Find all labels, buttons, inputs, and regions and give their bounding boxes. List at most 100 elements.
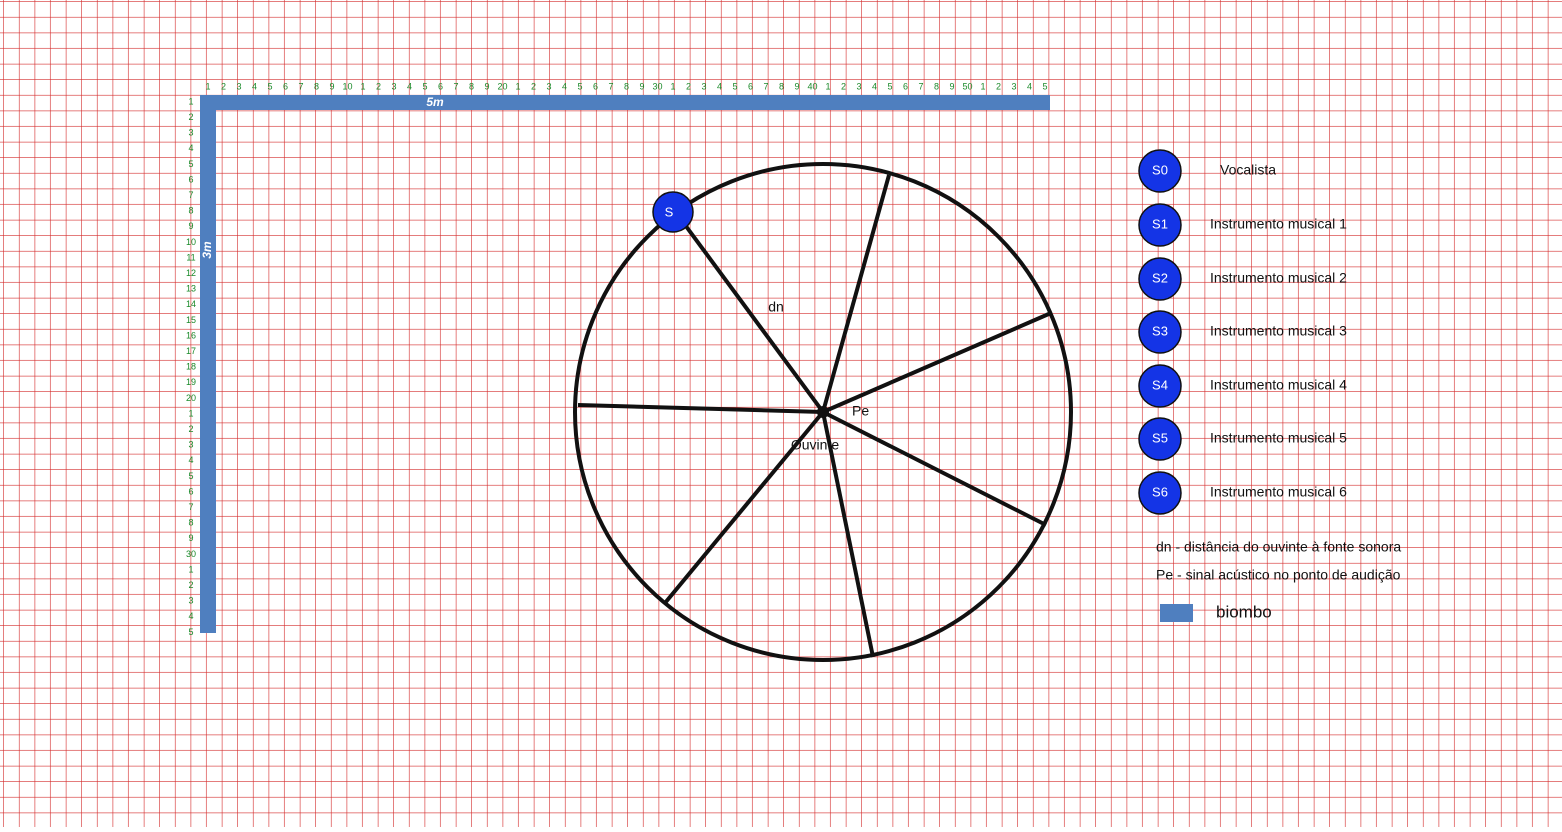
ruler-number: 9 [949, 81, 954, 91]
legend-source-description: Instrumento musical 1 [1210, 216, 1347, 232]
listener-point [817, 406, 829, 418]
top-screen [200, 95, 1050, 110]
screen-label: 5m [426, 95, 444, 109]
legend-source-id: S2 [1152, 270, 1168, 285]
ruler-number: 9 [639, 81, 644, 91]
ruler-number: 50 [962, 81, 972, 91]
legend-source-id: S1 [1152, 216, 1168, 231]
ruler-number: 1 [515, 81, 520, 91]
ruler-number: 5 [732, 81, 737, 91]
legend-source-description: Instrumento musical 2 [1210, 270, 1347, 286]
ruler-number: 13 [186, 284, 196, 294]
ruler-number: 2 [841, 81, 846, 91]
ruler-number: 5 [887, 81, 892, 91]
ruler-number: 5 [188, 471, 193, 481]
ruler-number: 1 [980, 81, 985, 91]
legend-source-marker [1138, 257, 1182, 301]
ruler-number: 8 [314, 81, 319, 91]
ruler-number: 3 [856, 81, 861, 91]
ruler-number: 7 [188, 190, 193, 200]
ruler-number: 2 [188, 424, 193, 434]
legend-source-id: S5 [1152, 430, 1168, 445]
ruler-number: 9 [484, 81, 489, 91]
ruler-number: 6 [748, 81, 753, 91]
distance-label: dn [768, 299, 784, 315]
ruler-number: 2 [996, 81, 1001, 91]
legend-note: dn - distância do ouvinte à fonte sonora [1156, 539, 1401, 555]
ruler-number: 19 [186, 377, 196, 387]
ruler-number: 8 [469, 81, 474, 91]
screen-legend-label: biombo [1216, 602, 1272, 621]
signal-label: Pe [852, 403, 869, 419]
ruler-number: 2 [531, 81, 536, 91]
ruler-number: 11 [186, 252, 195, 262]
ruler-number: 6 [188, 174, 193, 184]
radius [822, 311, 1052, 414]
ruler-number: 2 [376, 81, 381, 91]
ruler-number: 20 [186, 393, 196, 403]
ruler-number: 3 [546, 81, 551, 91]
ruler-number: 4 [407, 81, 412, 91]
source-label: S [665, 204, 674, 219]
legend-source-id: S0 [1152, 162, 1168, 177]
legend-source-description: Instrumento musical 3 [1210, 323, 1347, 339]
ruler-number: 3 [701, 81, 706, 91]
ruler-number: 5 [188, 627, 193, 637]
ruler-number: 8 [188, 206, 193, 216]
ruler-number: 3 [1011, 81, 1016, 91]
ruler-number: 18 [186, 362, 196, 372]
ruler-number: 1 [670, 81, 675, 91]
ruler-number: 4 [872, 81, 877, 91]
radius [821, 174, 891, 413]
ruler-number: 4 [188, 455, 193, 465]
ruler-number: 5 [267, 81, 272, 91]
ruler-number: 30 [186, 549, 196, 559]
screen-label: 3m [200, 241, 214, 259]
ruler-number: 14 [186, 299, 196, 309]
ruler-number: 2 [686, 81, 691, 91]
ruler-number: 2 [188, 112, 193, 122]
ruler-number: 12 [186, 268, 196, 278]
legend-source-id: S3 [1152, 323, 1168, 338]
ruler-number: 3 [236, 81, 241, 91]
legend-source-description: Instrumento musical 5 [1210, 430, 1347, 446]
left-screen [200, 95, 216, 633]
ruler-number: 10 [186, 237, 196, 247]
ruler-number: 6 [283, 81, 288, 91]
ruler-number: 6 [188, 486, 193, 496]
radii [577, 174, 1052, 658]
radius [577, 403, 824, 414]
legend-source-id: S4 [1152, 377, 1168, 392]
legend-source-description: Vocalista [1220, 162, 1276, 178]
legend-source-marker [1138, 417, 1182, 461]
ruler-number: 20 [497, 81, 507, 91]
ruler-number: 30 [652, 81, 662, 91]
ruler-number: 6 [903, 81, 908, 91]
ruler-number: 7 [453, 81, 458, 91]
ruler-number: 1 [205, 81, 210, 91]
ruler-number: 7 [188, 502, 193, 512]
legend-source-id: S6 [1152, 484, 1168, 499]
legend-source-description: Instrumento musical 4 [1210, 377, 1347, 393]
ruler-number: 4 [562, 81, 567, 91]
listening-circle [573, 162, 1073, 662]
ruler-number: 8 [934, 81, 939, 91]
ruler-number: 1 [188, 408, 193, 418]
ruler-number: 7 [608, 81, 613, 91]
ruler-number: 8 [779, 81, 784, 91]
ruler-number: 5 [422, 81, 427, 91]
ruler-number: 6 [438, 81, 443, 91]
ruler-number: 7 [918, 81, 923, 91]
ruler-number: 17 [186, 346, 196, 356]
ruler-number: 8 [188, 518, 193, 528]
legend-note: Pe - sinal acústico no ponto de audição [1156, 567, 1401, 583]
ruler-number: 4 [252, 81, 257, 91]
ruler-number: 1 [188, 564, 193, 574]
ruler-number: 3 [391, 81, 396, 91]
ruler-number: 15 [186, 315, 196, 325]
ruler-number: 10 [342, 81, 352, 91]
ruler-number: 5 [577, 81, 582, 91]
legend-source-marker [1138, 149, 1182, 193]
ruler-number: 9 [188, 221, 193, 231]
